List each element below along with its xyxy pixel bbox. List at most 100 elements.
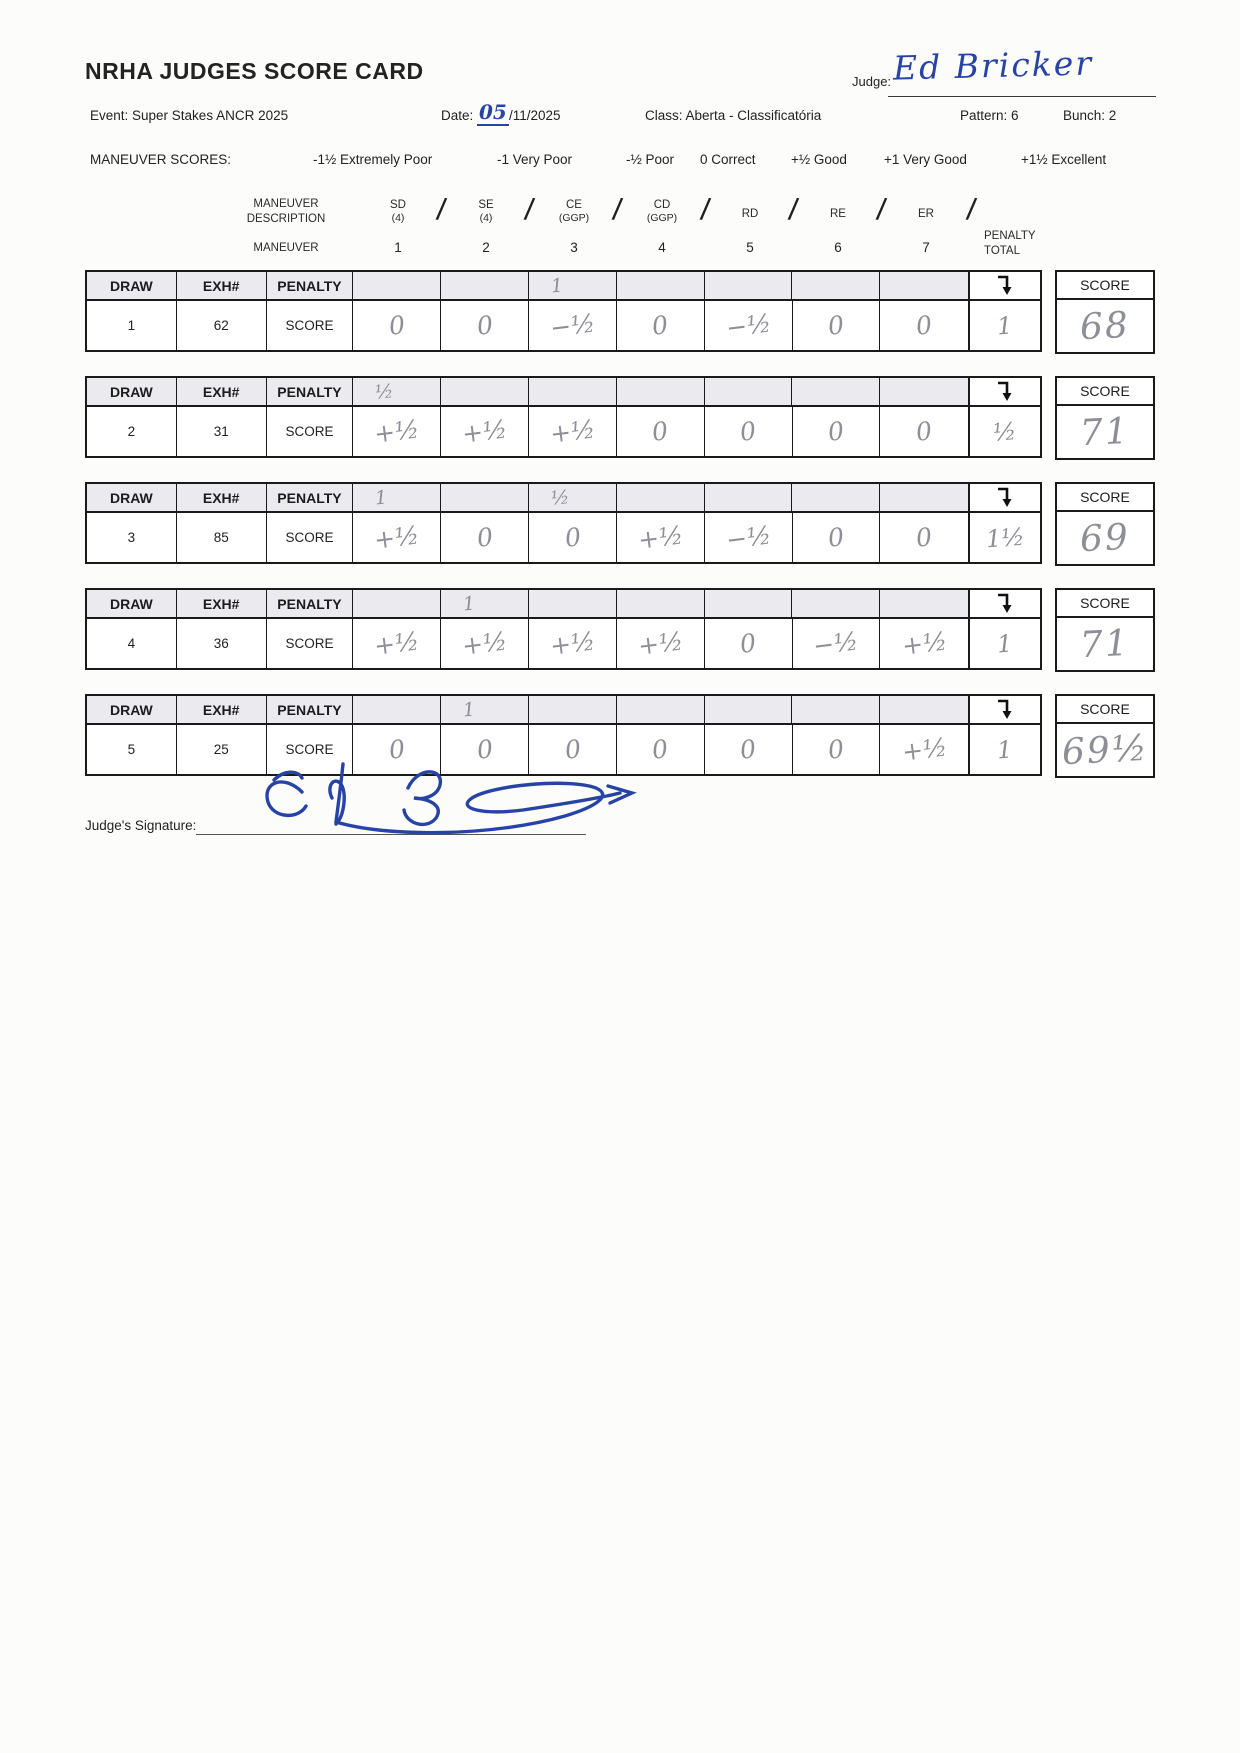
score-value: 0: [914, 416, 934, 447]
score-table-main: DRAW EXH# PENALTY 1 ½ 3 85 SCORE +½ 0: [85, 482, 1042, 564]
penalty-cell-m6: [792, 272, 881, 299]
column-code: ER: [918, 208, 934, 220]
penalty-cell-m2: 1: [441, 696, 529, 723]
score-cell-m1: 0: [353, 725, 442, 774]
score-value: 0: [474, 310, 495, 341]
score-cell-m7: +½: [880, 619, 968, 668]
score-row-label: SCORE: [267, 725, 354, 774]
exh-value: 31: [177, 407, 267, 456]
description-word: DESCRIPTION: [246, 213, 326, 225]
score-cell-m3: 0: [529, 513, 617, 562]
penalty-total-value-cell: 1½: [968, 513, 1040, 562]
penalty-total-arrow-cell: [968, 590, 1040, 617]
score-header: SCORE: [1057, 484, 1153, 512]
penalty-total-value: 1: [996, 311, 1014, 340]
penalty-total-value: 1: [996, 735, 1014, 764]
final-score-box: SCORE 71: [1055, 376, 1155, 460]
judge-name-line: [888, 96, 1156, 97]
down-arrow-icon: [998, 593, 1012, 613]
column-code: CE: [566, 199, 582, 211]
score-table-draw-4: DRAW EXH# PENALTY 1 4 36 SCORE +½ +½: [85, 588, 1155, 672]
column-sd: SD (4): [368, 199, 428, 225]
maneuver-row-label: MANEUVER: [253, 242, 319, 254]
judge-name-handwritten: Ed Bricker: [892, 43, 1094, 88]
score-table-draw-3: DRAW EXH# PENALTY 1 ½ 3 85 SCORE +½ 0: [85, 482, 1155, 566]
penalty-row: DRAW EXH# PENALTY 1: [87, 696, 1040, 725]
score-cell-m5: 0: [705, 725, 793, 774]
exh-header: EXH#: [176, 696, 267, 723]
score-cell-m3: 0: [529, 725, 617, 774]
score-cell-m5: 0: [705, 619, 793, 668]
score-cell-m6: −½: [793, 619, 881, 668]
score-row: 2 31 SCORE +½ +½ +½ 0 0 0 0 ½: [87, 407, 1040, 456]
class-label: Class: Aberta - Classificatória: [645, 108, 822, 123]
page-title: NRHA JUDGES SCORE CARD: [85, 58, 424, 84]
draw-header: DRAW: [87, 590, 177, 617]
penalty-cell-m5: [704, 696, 793, 723]
score-cell-m1: +½: [353, 407, 442, 456]
maneuver-number-6: 6: [834, 240, 842, 255]
slash-separator: /: [786, 191, 801, 228]
down-arrow-icon: [998, 381, 1012, 401]
maneuver-description-label: MANEUVER DESCRIPTION: [227, 197, 345, 227]
column-code: SE: [478, 199, 494, 211]
penalty-total-value-cell: ½: [968, 407, 1040, 456]
exh-header: EXH#: [176, 378, 267, 405]
column-cd: CD (GGP): [632, 199, 692, 225]
column-code: SD: [390, 199, 406, 211]
final-score-cell: 71: [1057, 406, 1153, 458]
maneuver-word: MANEUVER: [253, 198, 319, 210]
legend-poor: -½ Poor: [626, 152, 675, 167]
penalty-total-value-cell: 1: [968, 619, 1040, 668]
penalty-total-value-cell: 1: [968, 725, 1040, 774]
draw-header: DRAW: [87, 272, 177, 299]
column-ce: CE (GGP): [544, 199, 604, 225]
penalty-row: DRAW EXH# PENALTY 1 ½: [87, 484, 1040, 513]
legend-excellent: +1½ Excellent: [1021, 152, 1107, 167]
score-value: 0: [474, 522, 495, 553]
score-value: +½: [900, 626, 949, 661]
final-score-cell: 68: [1057, 300, 1153, 352]
judge-signature-handwritten: [265, 762, 637, 835]
column-code: CD: [653, 199, 671, 211]
draw-value: 1: [87, 301, 177, 350]
penalty-cell-m1: ½: [353, 378, 442, 405]
final-score-value: 69½: [1060, 727, 1150, 773]
score-value: 0: [562, 522, 583, 553]
penalty-cell-m2: [441, 378, 529, 405]
penalty-value: 1: [462, 592, 477, 615]
score-value: +½: [372, 520, 422, 555]
penalty-total-value: 1½: [984, 522, 1026, 553]
score-value: +½: [372, 414, 422, 449]
penalty-cell-m2: 1: [441, 590, 529, 617]
maneuver-scores-label: MANEUVER SCORES:: [90, 152, 232, 167]
column-code: RE: [830, 208, 846, 220]
penalty-cell-m4: [616, 378, 705, 405]
slash-separator: /: [874, 191, 889, 228]
down-arrow-icon: [998, 699, 1012, 719]
score-cell-m7: +½: [880, 725, 968, 774]
column-rd: RD: [720, 208, 780, 221]
score-row-label: SCORE: [267, 619, 354, 668]
score-value: 0: [826, 310, 846, 341]
score-cell-m1: +½: [353, 513, 442, 562]
score-cell-m3: +½: [529, 619, 617, 668]
score-value: +½: [548, 414, 597, 449]
score-row-label: SCORE: [267, 407, 354, 456]
penalty-cell-m4: [616, 590, 705, 617]
score-cell-m4: 0: [617, 725, 705, 774]
legend-extremely-poor: -1½ Extremely Poor: [313, 152, 433, 167]
signature-label: Judge's Signature:: [85, 818, 197, 833]
date-rest: /11/2025: [509, 108, 561, 123]
down-arrow-icon: [998, 275, 1012, 295]
score-value: 0: [914, 310, 934, 341]
score-cell-m5: −½: [705, 513, 793, 562]
score-header: SCORE: [1057, 378, 1153, 406]
penalty-total-arrow-cell: [968, 272, 1040, 299]
score-cell-m6: 0: [793, 301, 881, 350]
penalty-header: PENALTY: [266, 378, 354, 405]
penalty-cell-m6: [792, 696, 881, 723]
score-value: −½: [723, 520, 773, 555]
penalty-value: 1: [550, 274, 565, 297]
penalty-total-value: 1: [996, 629, 1014, 658]
